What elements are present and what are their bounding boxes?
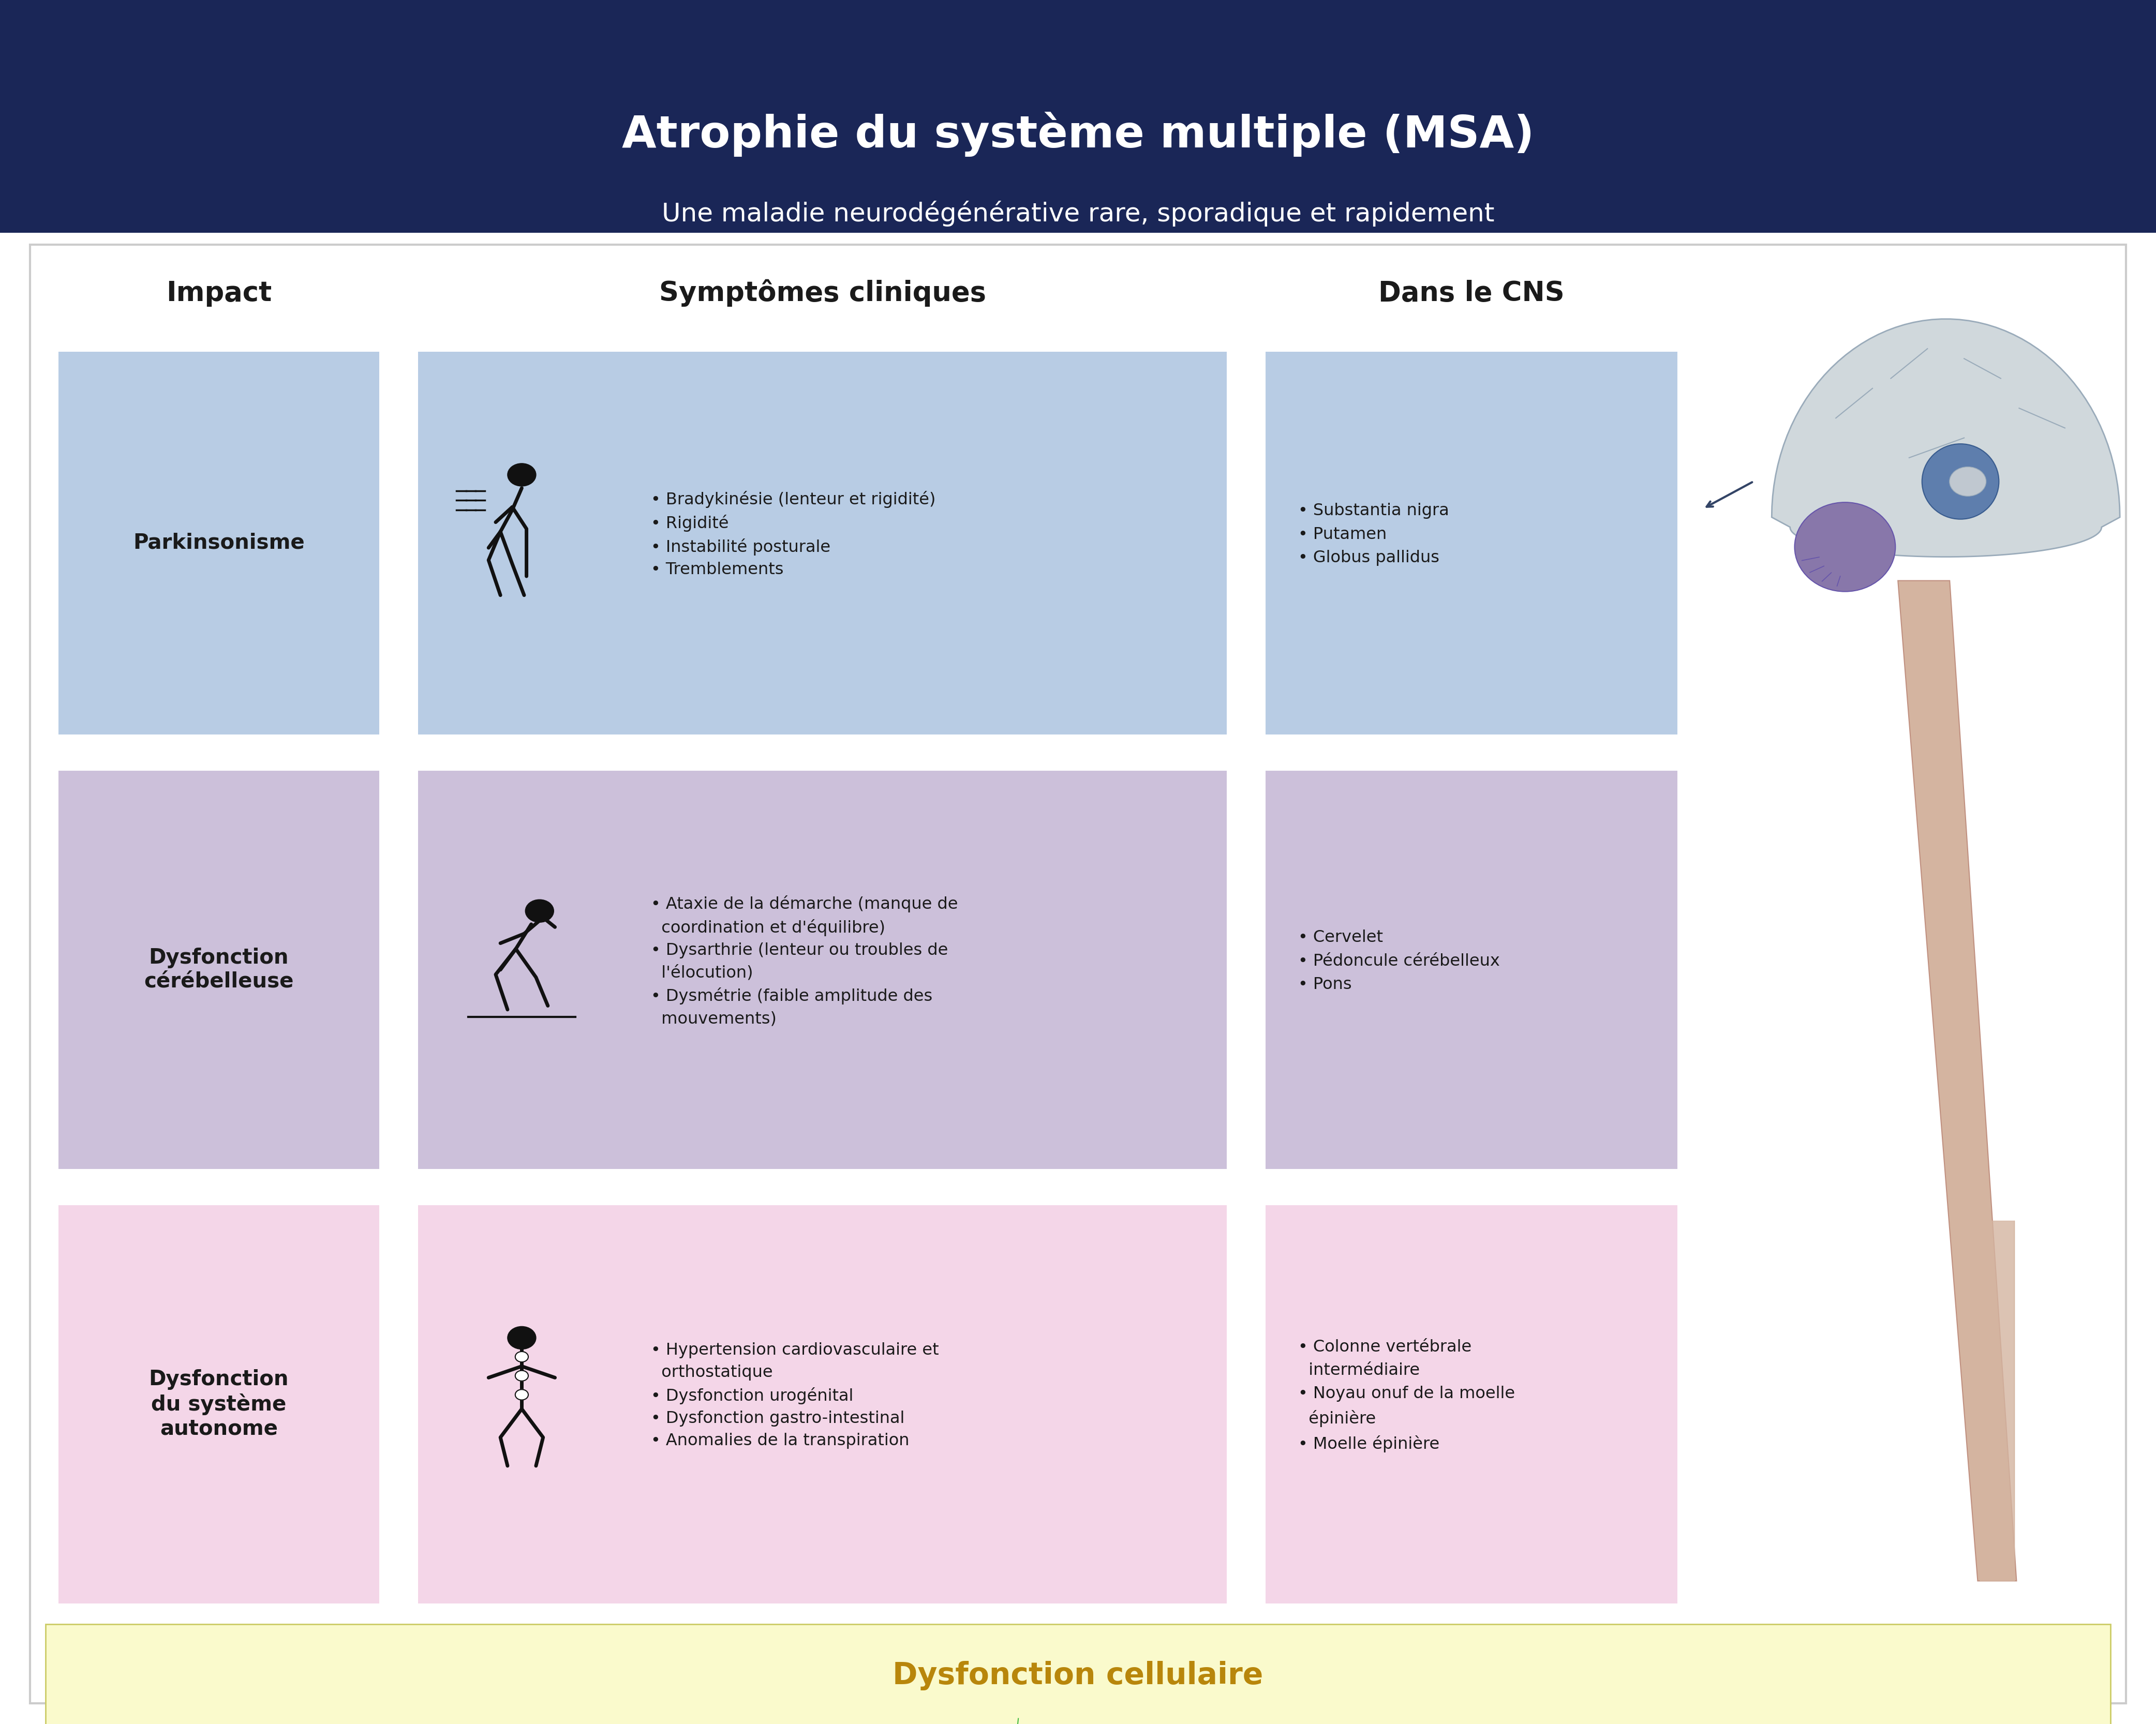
FancyBboxPatch shape: [58, 771, 379, 1169]
Text: Impact: Impact: [166, 279, 272, 307]
Text: • Substantia nigra
• Putamen
• Globus pallidus: • Substantia nigra • Putamen • Globus pa…: [1298, 503, 1449, 565]
Ellipse shape: [1794, 502, 1895, 591]
Circle shape: [507, 1326, 537, 1350]
FancyBboxPatch shape: [58, 352, 379, 734]
Ellipse shape: [1921, 443, 1999, 519]
Text: • Colonne vertébrale
  intermédiaire
• Noyau onuf de la moelle
  épinière
• Moel: • Colonne vertébrale intermédiaire • Noy…: [1298, 1340, 1516, 1452]
Text: • Bradykinésie (lenteur et rigidité)
• Rigidité
• Instabilité posturale
• Trembl: • Bradykinésie (lenteur et rigidité) • R…: [651, 491, 936, 578]
Text: • Hypertension cardiovasculaire et
  orthostatique
• Dysfonction urogénital
• Dy: • Hypertension cardiovasculaire et ortho…: [651, 1343, 940, 1448]
Text: Atrophie du système multiple (MSA): Atrophie du système multiple (MSA): [621, 112, 1535, 157]
Text: Dysfonction
du système
autonome: Dysfonction du système autonome: [149, 1369, 289, 1440]
Text: • Cervelet
• Pédoncule cérébelleux
• Pons: • Cervelet • Pédoncule cérébelleux • Pon…: [1298, 929, 1501, 993]
Polygon shape: [1897, 581, 2016, 1581]
FancyBboxPatch shape: [418, 352, 1227, 734]
Circle shape: [515, 1390, 528, 1400]
Circle shape: [515, 1371, 528, 1381]
Circle shape: [1949, 467, 1986, 497]
FancyBboxPatch shape: [418, 771, 1227, 1169]
FancyBboxPatch shape: [58, 1205, 379, 1603]
Circle shape: [507, 464, 537, 486]
Text: Dysfonction cellulaire: Dysfonction cellulaire: [893, 1660, 1263, 1691]
FancyBboxPatch shape: [30, 245, 2126, 1703]
Circle shape: [526, 900, 554, 922]
FancyBboxPatch shape: [45, 1624, 2111, 1724]
Text: Symptômes cliniques: Symptômes cliniques: [660, 279, 985, 307]
Text: • Ataxie de la démarche (manque de
  coordination et d'équilibre)
• Dysarthrie (: • Ataxie de la démarche (manque de coord…: [651, 895, 957, 1028]
FancyBboxPatch shape: [418, 1205, 1227, 1603]
FancyBboxPatch shape: [1266, 352, 1677, 734]
FancyBboxPatch shape: [0, 0, 2156, 233]
Text: Parkinsonisme: Parkinsonisme: [134, 533, 304, 553]
Polygon shape: [1772, 319, 2119, 557]
Text: Dans le CNS: Dans le CNS: [1378, 279, 1565, 307]
Text: Une maladie neurodégénérative rare, sporadique et rapidement: Une maladie neurodégénérative rare, spor…: [662, 200, 1494, 228]
Circle shape: [515, 1352, 528, 1362]
FancyBboxPatch shape: [1266, 771, 1677, 1169]
FancyBboxPatch shape: [1266, 1205, 1677, 1603]
Text: Dysfonction
cérébelleuse: Dysfonction cérébelleuse: [144, 948, 293, 991]
